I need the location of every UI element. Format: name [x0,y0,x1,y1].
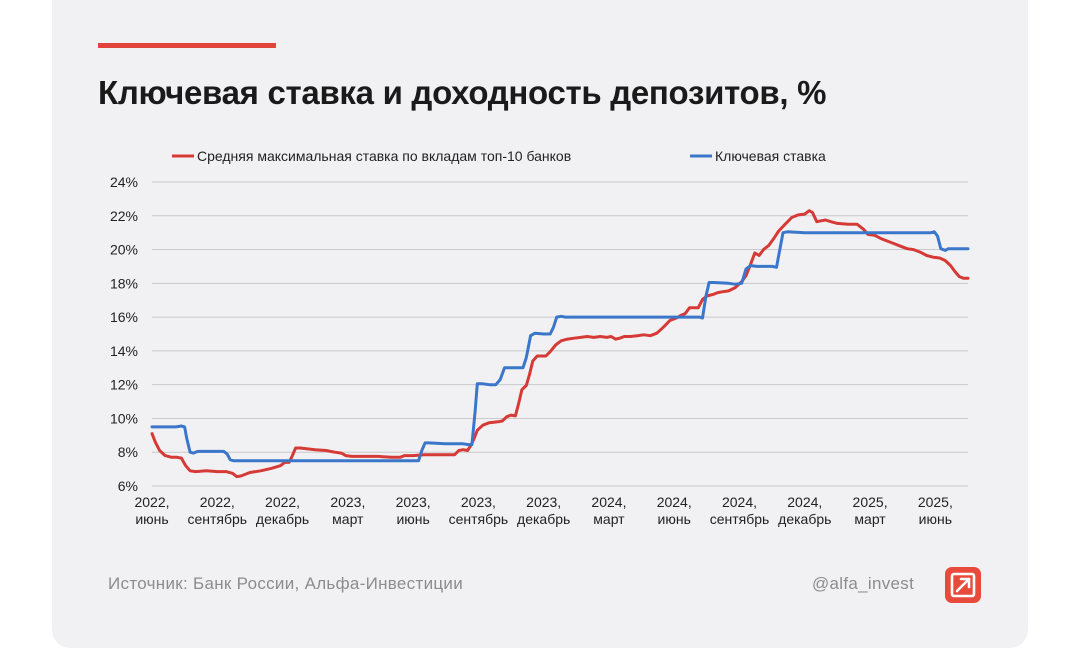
legend-label: Средняя максимальная ставка по вкладам т… [197,148,571,164]
card [52,0,1028,648]
x-tick-label: декабрь [256,511,309,527]
x-tick-label: сентябрь [449,511,509,527]
line-chart: 6%8%10%12%14%16%18%20%22%24% 2022,июнь20… [110,148,970,527]
arrow-up-right-icon [950,572,976,598]
x-tick-label: 2025, [853,494,888,510]
x-tick-label: сентябрь [710,511,770,527]
accent-bar [98,43,276,48]
chart-grid [152,181,968,487]
x-tick-label: сентябрь [187,511,247,527]
x-tick-label: декабрь [778,511,831,527]
deposit-rate-line [150,209,970,479]
page-title: Ключевая ставка и доходность депозитов, … [98,74,827,111]
y-tick-label: 24% [110,174,138,190]
y-tick-label: 22% [110,208,138,224]
chart-series [150,209,970,479]
x-tick-label: июнь [135,511,168,527]
x-axis-ticks: 2022,июнь2022,сентябрь2022,декабрь2023,м… [134,494,952,527]
x-tick-label: 2024, [657,494,692,510]
x-tick-label: 2023, [461,494,496,510]
y-tick-label: 6% [118,478,138,494]
chart-legend: Средняя максимальная ставка по вкладам т… [172,148,826,164]
x-tick-label: июнь [396,511,429,527]
y-tick-label: 20% [110,242,138,258]
x-tick-label: март [332,511,364,527]
x-tick-label: март [593,511,625,527]
x-tick-label: 2023, [526,494,561,510]
source-note: Источник: Банк России, Альфа-Инвестиции [108,574,463,593]
x-tick-label: 2024, [722,494,757,510]
brand-logo[interactable] [945,567,981,603]
social-handle[interactable]: @alfa_invest [812,574,915,593]
y-tick-label: 16% [110,309,138,325]
x-tick-label: декабрь [517,511,570,527]
y-tick-label: 18% [110,275,138,291]
y-tick-label: 12% [110,377,138,393]
x-tick-label: 2022, [265,494,300,510]
x-tick-label: 2023, [396,494,431,510]
x-tick-label: 2023, [330,494,365,510]
y-tick-label: 14% [110,343,138,359]
y-tick-label: 8% [118,444,138,460]
legend-label: Ключевая ставка [715,148,826,164]
y-tick-label: 10% [110,410,138,426]
x-tick-label: 2024, [787,494,822,510]
x-tick-label: июнь [919,511,952,527]
key-rate-line [150,230,970,463]
x-tick-label: 2025, [918,494,953,510]
x-tick-label: 2022, [134,494,169,510]
y-axis-ticks: 6% 8% 10% 12% 14% 16% 18% 20% 22% 24% [110,174,138,494]
x-tick-label: 2022, [200,494,235,510]
x-tick-label: июнь [658,511,691,527]
x-tick-label: март [854,511,886,527]
x-tick-label: 2024, [591,494,626,510]
